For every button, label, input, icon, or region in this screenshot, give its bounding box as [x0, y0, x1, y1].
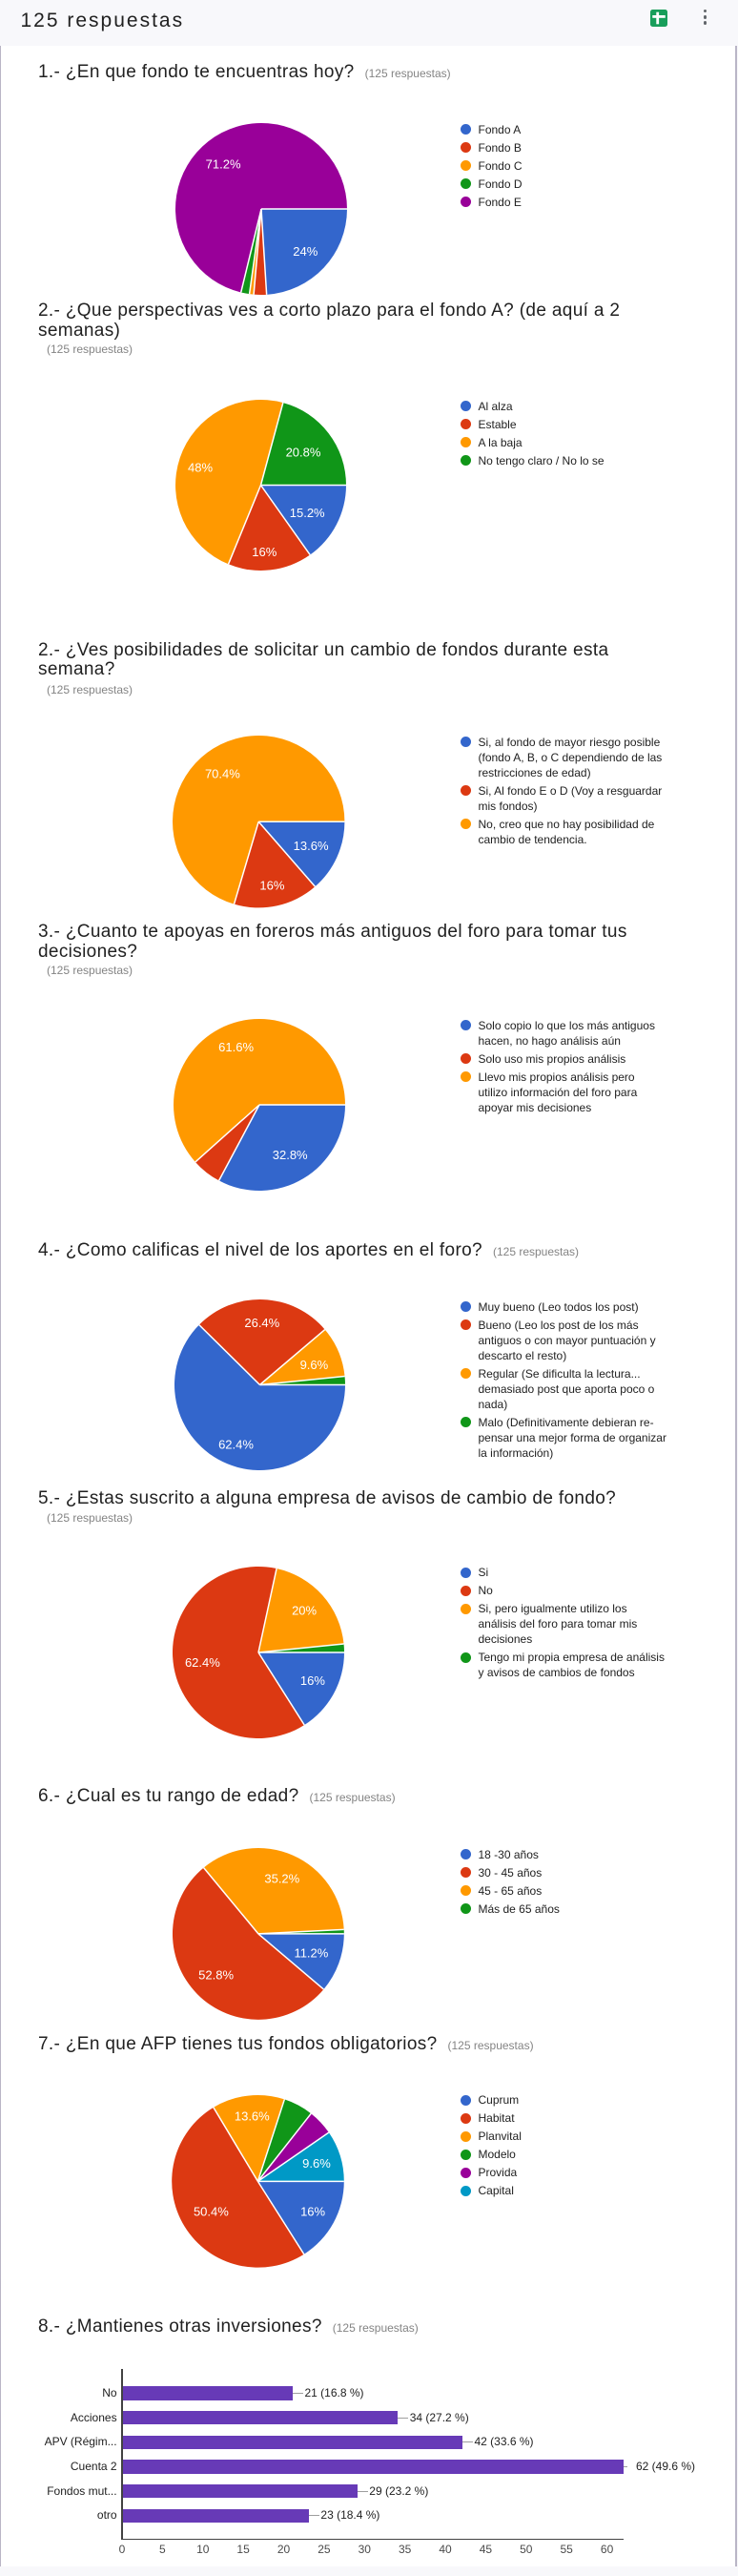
svg-text:15.2%: 15.2% — [290, 506, 325, 520]
svg-text:16%: 16% — [253, 545, 277, 559]
svg-text:70.4%: 70.4% — [205, 766, 240, 780]
svg-text:13.6%: 13.6% — [293, 839, 328, 853]
svg-text:24%: 24% — [293, 244, 318, 259]
svg-text:62.4%: 62.4% — [218, 1437, 254, 1451]
svg-text:26.4%: 26.4% — [244, 1315, 279, 1329]
svg-text:16%: 16% — [259, 879, 284, 893]
svg-text:50.4%: 50.4% — [194, 2204, 229, 2218]
svg-text:52.8%: 52.8% — [198, 1968, 234, 1983]
svg-text:62.4%: 62.4% — [185, 1655, 220, 1670]
svg-text:20.8%: 20.8% — [286, 445, 321, 459]
svg-text:35.2%: 35.2% — [264, 1872, 299, 1886]
svg-text:48%: 48% — [188, 460, 213, 474]
svg-text:32.8%: 32.8% — [273, 1148, 308, 1162]
svg-text:9.6%: 9.6% — [299, 1358, 328, 1372]
svg-text:9.6%: 9.6% — [303, 2156, 332, 2171]
svg-text:13.6%: 13.6% — [235, 2109, 270, 2124]
svg-text:61.6%: 61.6% — [218, 1040, 254, 1054]
svg-text:16%: 16% — [299, 1673, 324, 1688]
svg-text:11.2%: 11.2% — [295, 1946, 329, 1961]
svg-text:20%: 20% — [292, 1604, 317, 1618]
svg-text:16%: 16% — [300, 2204, 325, 2218]
svg-text:71.2%: 71.2% — [205, 157, 240, 172]
